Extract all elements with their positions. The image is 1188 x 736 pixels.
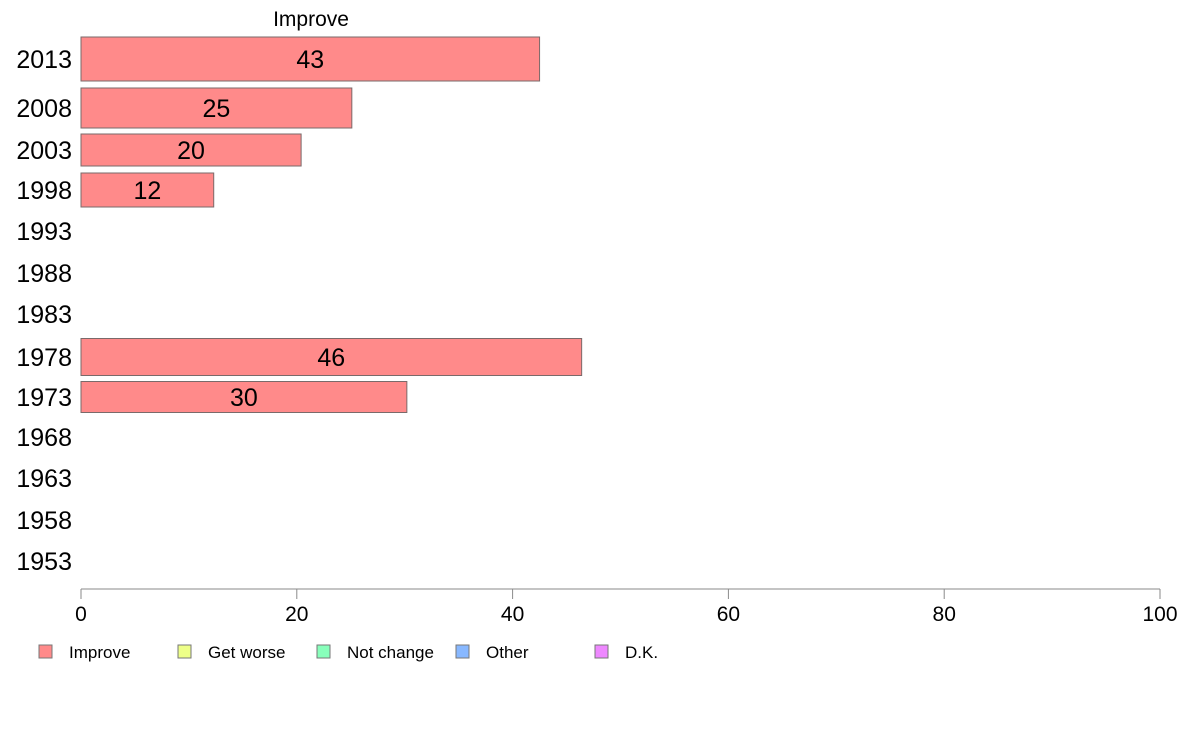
legend-swatch-improve (38, 644, 53, 659)
legend-label-get-worse: Get worse (208, 643, 285, 662)
category-label-1953: 1953 (16, 548, 72, 576)
bar-label-2003: 20 (177, 137, 205, 165)
x-tick-label-60: 60 (717, 603, 740, 626)
chart-title: Improve (273, 8, 349, 31)
legend-label-other: Other (486, 643, 529, 662)
category-label-1998: 1998 (16, 177, 72, 205)
bar-label-2008: 25 (203, 95, 231, 123)
legend-swatch-d-k (594, 644, 609, 659)
category-label-1978: 1978 (16, 344, 72, 372)
x-tick-label-40: 40 (501, 603, 524, 626)
legend-label-not-change: Not change (347, 643, 434, 662)
bar-label-1998: 12 (133, 177, 161, 205)
bar-1973 (80, 381, 408, 413)
bar-1978 (80, 338, 583, 376)
bar-label-1978: 46 (317, 344, 345, 372)
category-label-1973: 1973 (16, 384, 72, 412)
x-tick-label-100: 100 (1142, 603, 1177, 626)
category-label-1983: 1983 (16, 301, 72, 329)
category-label-2013: 2013 (16, 46, 72, 74)
legend-swatch-other (455, 644, 470, 659)
category-label-1963: 1963 (16, 465, 72, 493)
legend-swatch-not-change (316, 644, 331, 659)
x-tick-label-80: 80 (933, 603, 956, 626)
bars-group: 43 25 20 12 46 30 (80, 36, 583, 413)
category-label-1993: 1993 (16, 218, 72, 246)
category-label-1988: 1988 (16, 260, 72, 288)
x-axis: 0 20 40 60 80 100 (75, 588, 1178, 626)
x-tick-label-20: 20 (285, 603, 308, 626)
bar-label-2013: 43 (296, 46, 324, 74)
legend: Improve Get worse Not change Other D.K. (38, 643, 658, 662)
legend-label-improve: Improve (69, 643, 130, 662)
category-label-2003: 2003 (16, 137, 72, 165)
category-labels: 2013 2008 2003 1998 1993 1988 1983 1978 1973 1968… (16, 46, 72, 576)
bar-1998 (80, 172, 215, 208)
legend-swatch-get-worse (177, 644, 192, 659)
x-tick-label-0: 0 (75, 603, 87, 626)
bar-2003 (80, 133, 302, 167)
category-label-1968: 1968 (16, 424, 72, 452)
category-label-2008: 2008 (16, 95, 72, 123)
bar-2013 (80, 36, 541, 82)
category-label-1958: 1958 (16, 507, 72, 535)
bar-2008 (80, 87, 353, 129)
bar-label-1973: 30 (230, 384, 258, 412)
legend-label-d-k: D.K. (625, 643, 658, 662)
